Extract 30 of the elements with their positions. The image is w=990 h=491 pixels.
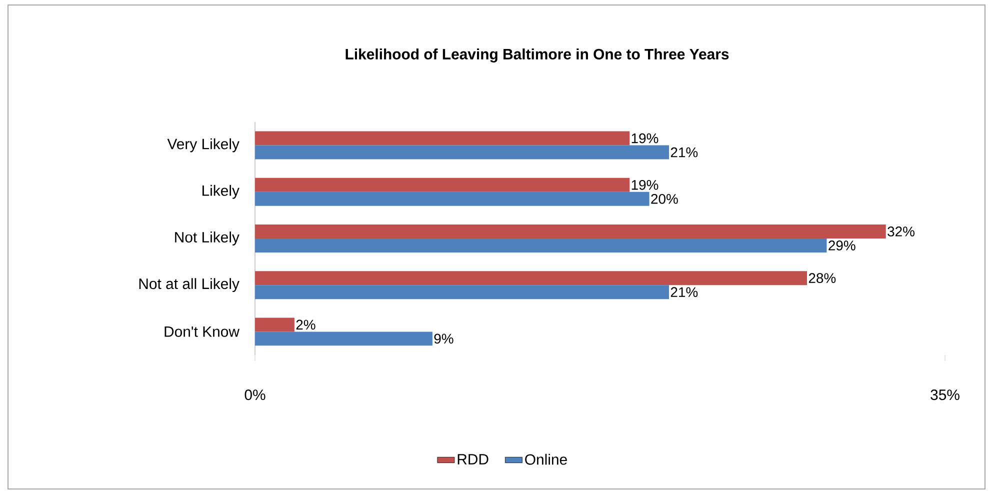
bar xyxy=(255,318,294,332)
data-label: 21% xyxy=(670,147,698,158)
y-tick-label: Don't Know xyxy=(164,326,240,337)
data-label: 9% xyxy=(434,334,454,344)
bar xyxy=(255,131,630,146)
legend-label: Online xyxy=(525,454,567,465)
data-label: 29% xyxy=(828,240,856,250)
data-label: 28% xyxy=(808,273,836,284)
x-tick-label: 35% xyxy=(930,390,960,400)
data-label: 21% xyxy=(670,287,698,297)
bar xyxy=(255,271,808,286)
bar xyxy=(255,145,670,160)
data-label: 32% xyxy=(888,226,914,236)
bar xyxy=(255,332,432,346)
y-tick-label: Not Likely xyxy=(175,232,240,246)
data-label: 2% xyxy=(296,320,316,330)
y-tick-label: Very Likely xyxy=(167,138,240,152)
data-label: 19% xyxy=(632,180,658,190)
bar xyxy=(255,285,670,300)
legend-label: RDD xyxy=(458,454,488,464)
chart-title: Likelihood of Leaving Baltimore in One to Three Years xyxy=(346,48,729,62)
bar xyxy=(255,178,630,192)
bar xyxy=(255,238,827,252)
y-tick-label: Not at all Likely xyxy=(139,278,240,292)
data-label: 19% xyxy=(632,133,658,144)
y-tick-label: Likely xyxy=(202,184,240,199)
x-tick-label: 0% xyxy=(244,390,266,400)
bar xyxy=(255,224,886,238)
data-label: 20% xyxy=(651,194,678,204)
bar xyxy=(255,192,650,206)
